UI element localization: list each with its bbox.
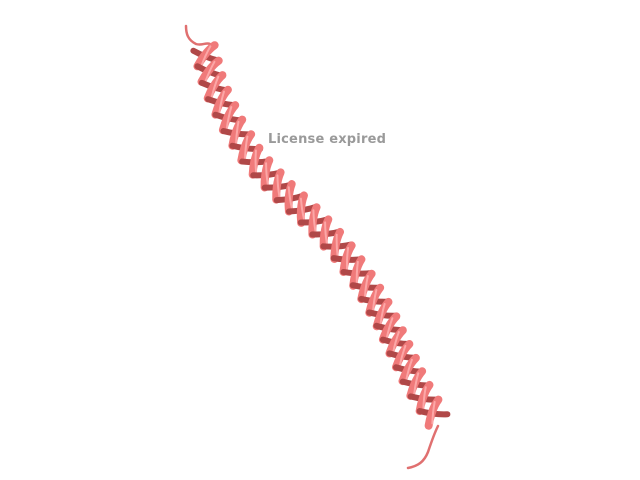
helix-turn-highlight	[324, 221, 328, 245]
helix-turn-highlight	[276, 174, 281, 198]
helix-turn-front	[237, 130, 256, 165]
helix-turn-highlight	[372, 288, 378, 312]
helix-turn-highlight	[335, 233, 339, 258]
helix-turn-front	[424, 395, 443, 430]
helix-turn-highlight	[265, 162, 269, 186]
helix-turn-highlight	[218, 90, 225, 114]
helix-turn-highlight	[312, 209, 317, 233]
helix-turn-highlight	[405, 358, 413, 381]
helix-turn-highlight	[254, 149, 258, 173]
helix-turn-highlight	[299, 197, 306, 221]
helix-turn-highlight	[398, 344, 407, 367]
helix-turn-highlight	[200, 45, 212, 67]
n-terminal-coil	[184, 24, 212, 46]
helix-turn-highlight	[379, 303, 386, 326]
helix-turn-highlight	[204, 60, 216, 82]
helix-turn-highlight	[422, 386, 427, 410]
c-terminal-coil	[406, 424, 440, 470]
helix-turn-highlight	[392, 331, 400, 353]
helix-ribbon	[190, 41, 451, 430]
helix-turn-highlight	[355, 260, 359, 285]
helix-turn-highlight	[413, 372, 420, 395]
helix-turn-highlight	[244, 135, 249, 160]
helix-turn-highlight	[225, 106, 233, 130]
helix-turn-highlight	[385, 317, 394, 339]
helix-turn-highlight	[210, 75, 220, 98]
helix-turn-highlight	[431, 400, 436, 425]
helix-turn-highlight	[235, 120, 240, 145]
helix-turn-highlight	[364, 275, 369, 298]
helix-turn-highlight	[345, 246, 350, 271]
helix-turn-highlight	[287, 186, 293, 210]
